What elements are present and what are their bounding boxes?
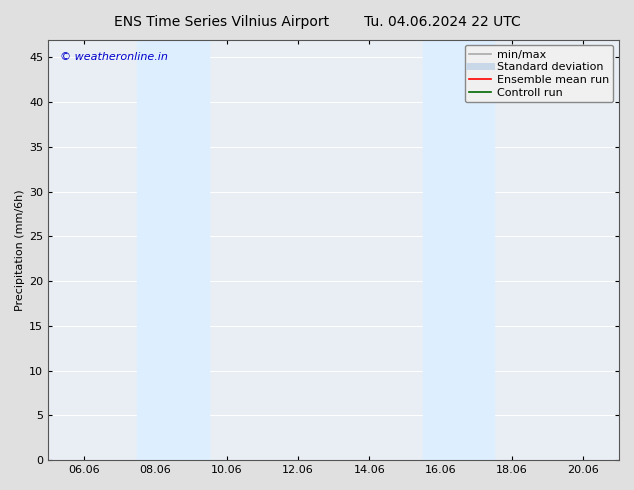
- Text: ENS Time Series Vilnius Airport        Tu. 04.06.2024 22 UTC: ENS Time Series Vilnius Airport Tu. 04.0…: [113, 15, 521, 29]
- Bar: [423, 40, 494, 460]
- Text: © weatheronline.in: © weatheronline.in: [60, 52, 167, 62]
- Legend: min/max, Standard deviation, Ensemble mean run, Controll run: min/max, Standard deviation, Ensemble me…: [465, 45, 614, 102]
- Y-axis label: Precipitation (mm/6h): Precipitation (mm/6h): [15, 189, 25, 311]
- Bar: [138, 40, 209, 460]
